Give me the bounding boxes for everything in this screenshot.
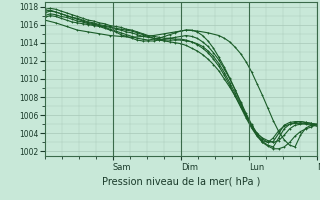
X-axis label: Pression niveau de la mer( hPa ): Pression niveau de la mer( hPa ) xyxy=(102,176,260,186)
